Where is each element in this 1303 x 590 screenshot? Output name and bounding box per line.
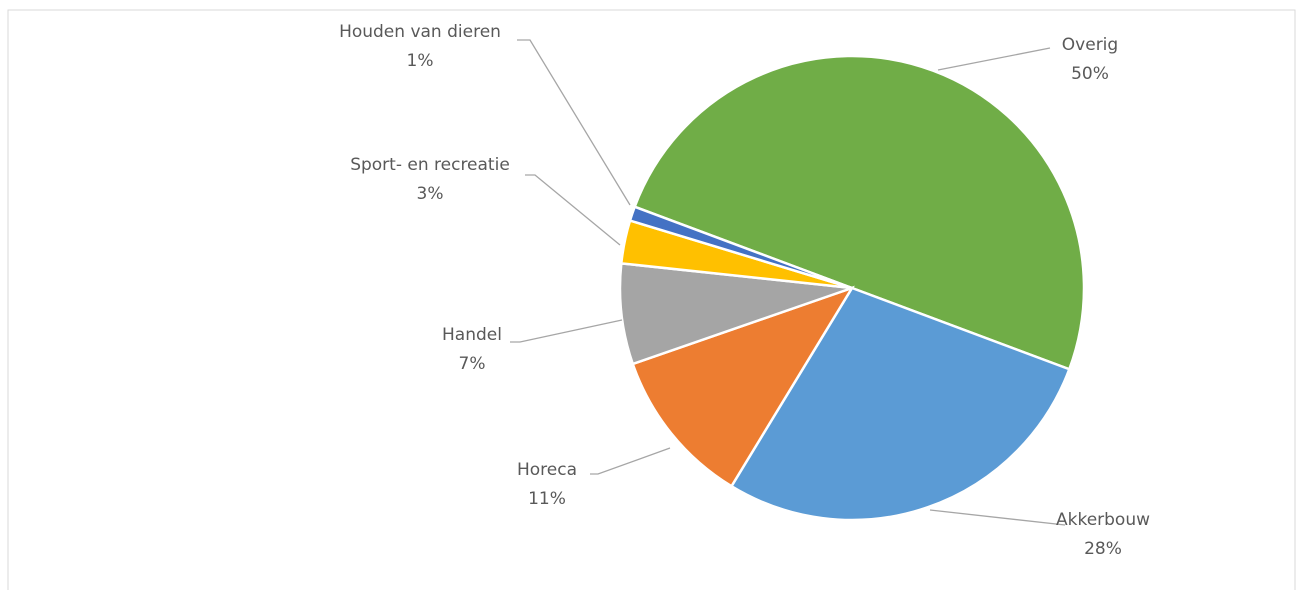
pie-slice: [631, 285, 855, 488]
leader-line: [937, 47, 1051, 71]
slice-label: Houden van dieren: [339, 22, 501, 42]
pie-slice: [729, 286, 1071, 522]
slice-value-label: 7%: [459, 354, 486, 374]
slice-value-label: 50%: [1071, 64, 1109, 84]
slice-value-label: 28%: [1084, 539, 1122, 559]
pie-slice: [618, 261, 853, 366]
leader-line: [525, 174, 621, 246]
pie-slice: [633, 54, 1086, 371]
slice-value-label: 1%: [407, 51, 434, 71]
leader-line: [929, 509, 1066, 526]
pie-slice: [628, 205, 853, 290]
leader-line: [590, 447, 671, 475]
slice-label: Overig: [1062, 35, 1118, 55]
slice-label: Akkerbouw: [1056, 510, 1150, 530]
leader-line: [517, 39, 631, 206]
slice-label: Handel: [442, 325, 502, 345]
slice-value-label: 3%: [417, 184, 444, 204]
chart-frame: [7, 9, 1296, 590]
slice-label: Sport- en recreatie: [350, 155, 510, 175]
slice-label: Horeca: [517, 460, 577, 480]
slice-value-label: 11%: [528, 489, 566, 509]
leader-line: [510, 319, 623, 343]
